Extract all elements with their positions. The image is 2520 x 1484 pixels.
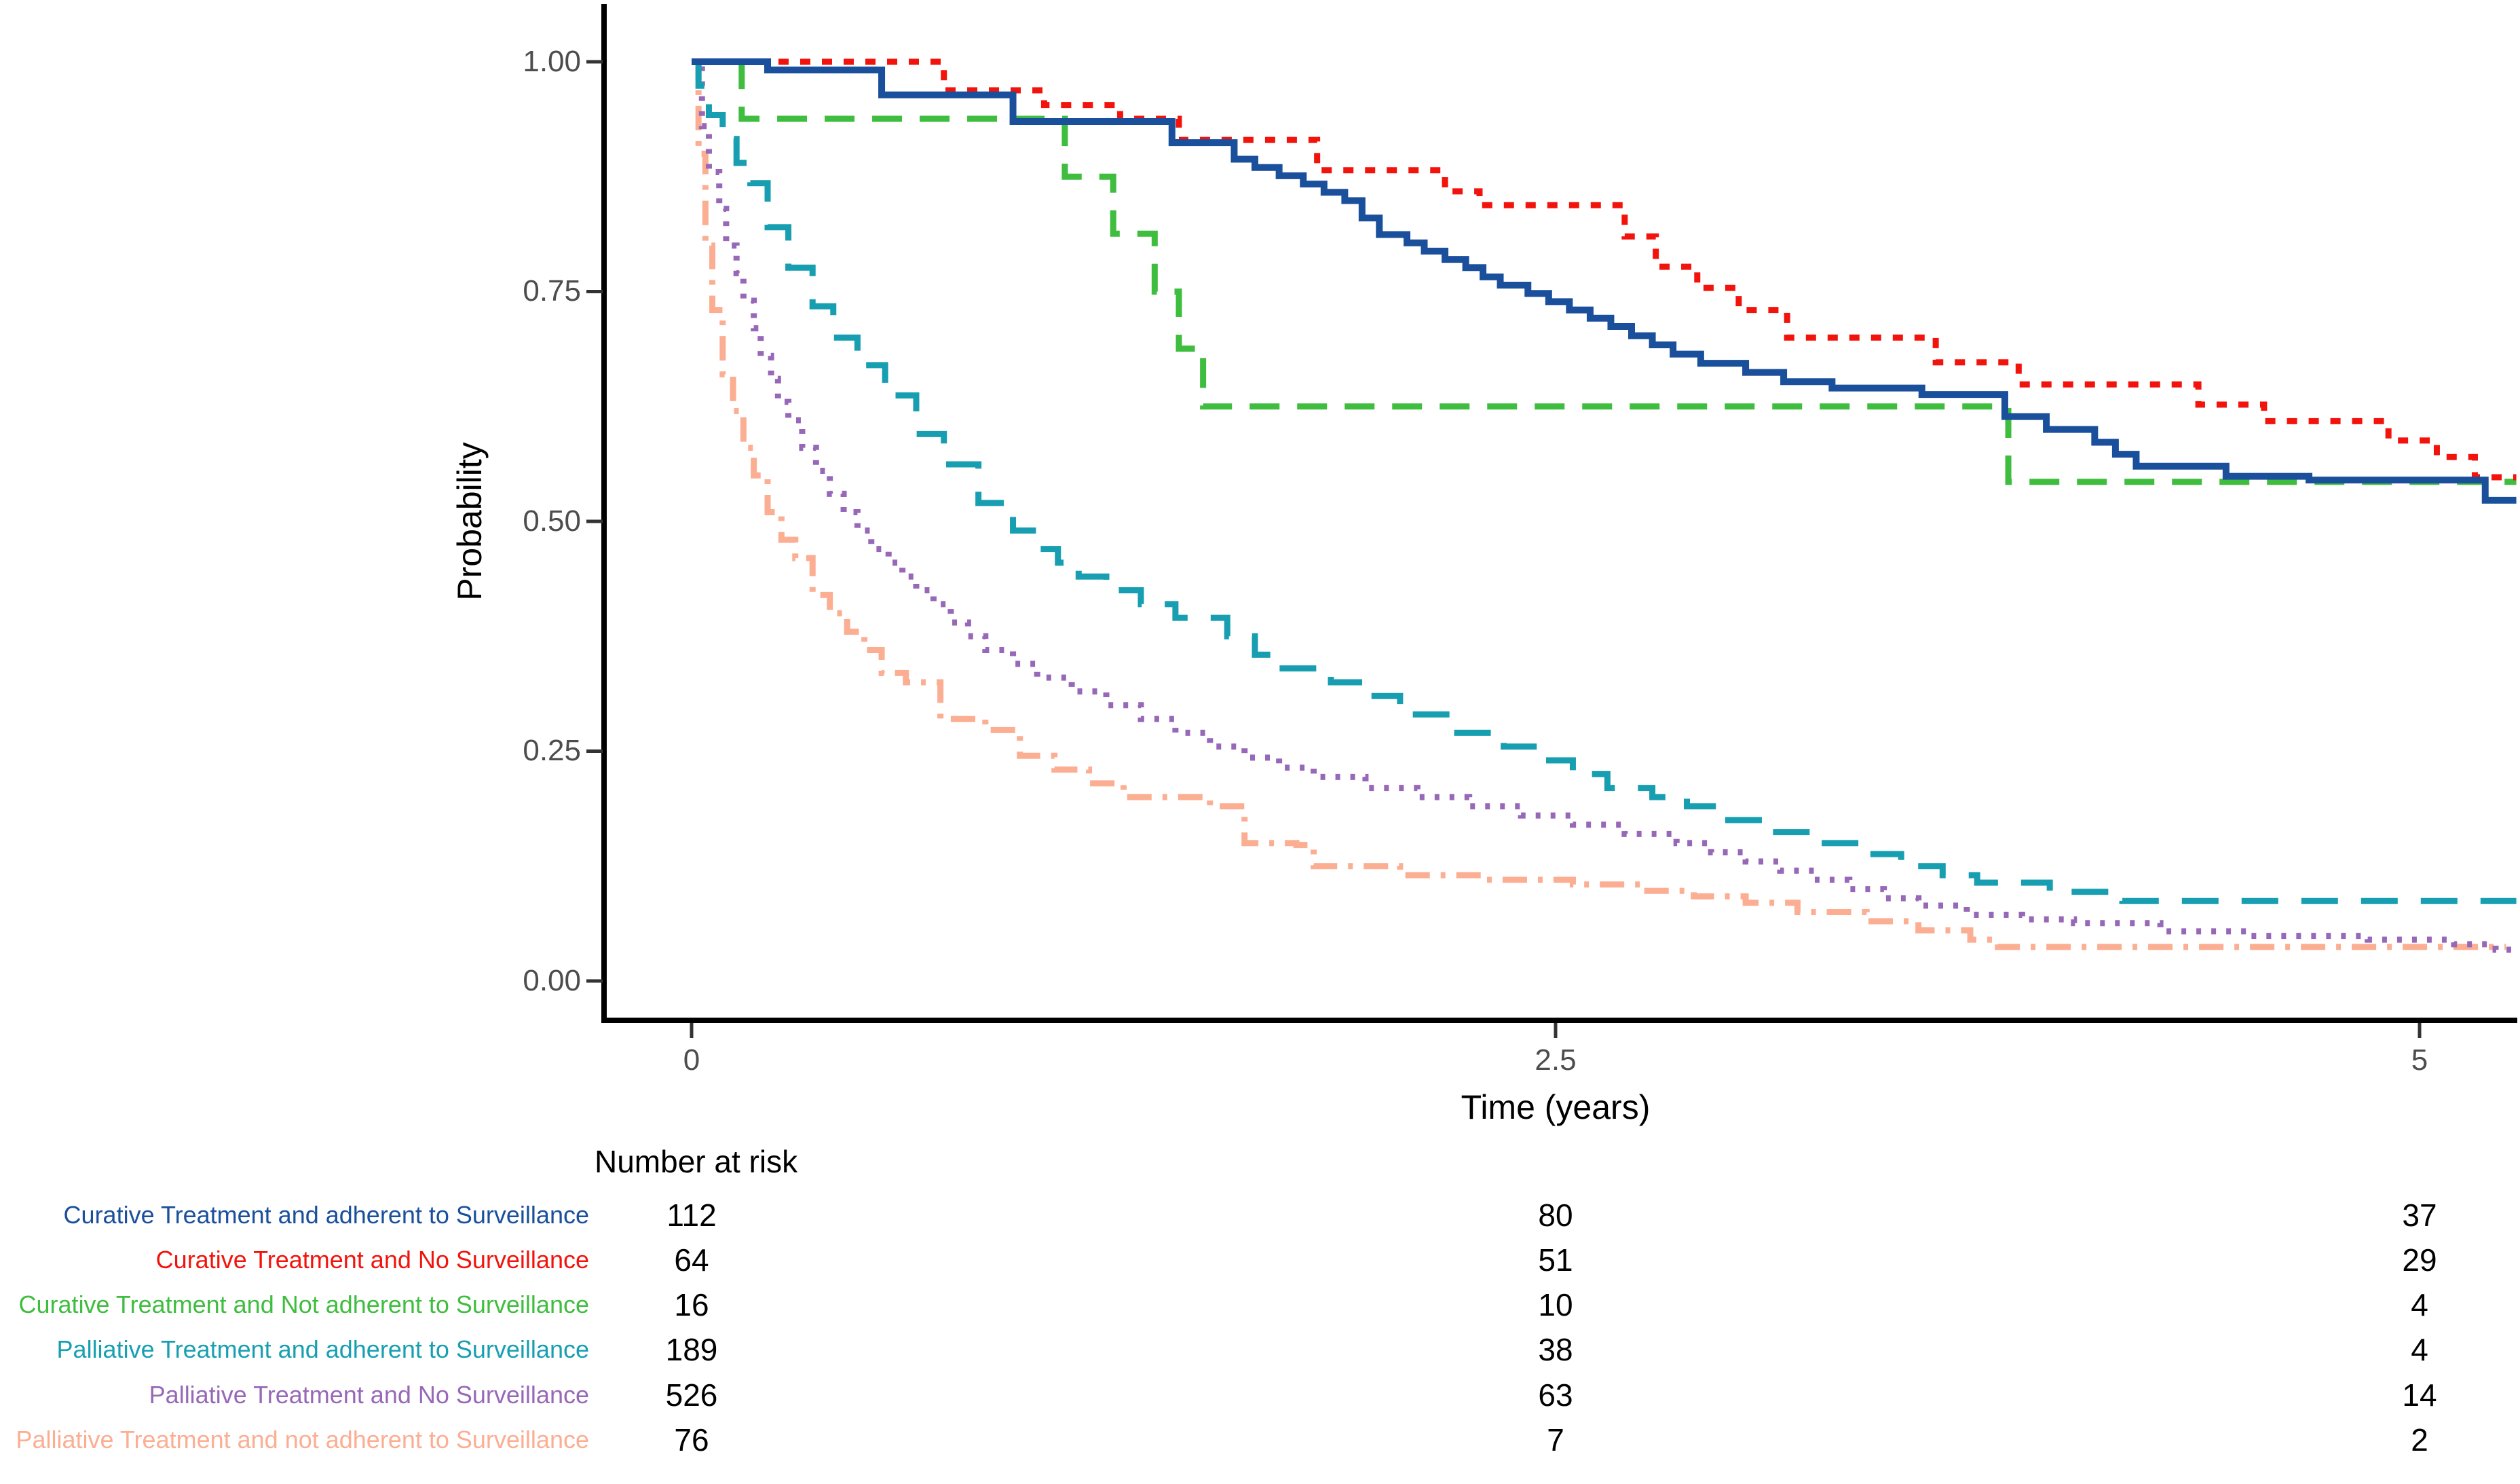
risk-count: 4 — [2411, 1287, 2428, 1322]
risk-count: 7 — [1547, 1422, 1564, 1458]
km-curve-palliative-treatment-and-adherent-to-surveillance — [692, 58, 2517, 904]
km-curve-palliative-treatment-and-not-adherent-to-surveillance — [692, 58, 2506, 950]
risk-table-row: Curative Treatment and adherent to Surve… — [0, 1200, 2520, 1231]
y-tick-label: 1.00 — [523, 45, 581, 78]
x-tick-label: 5 — [2411, 1043, 2428, 1077]
risk-count: 29 — [2402, 1242, 2437, 1278]
km-curves — [692, 58, 2520, 953]
risk-table-row: Palliative Treatment and adherent to Sur… — [0, 1334, 2520, 1365]
risk-count: 37 — [2402, 1198, 2437, 1233]
risk-count: 38 — [1538, 1332, 1573, 1367]
risk-count: 51 — [1538, 1242, 1573, 1278]
risk-count: 2 — [2411, 1422, 2428, 1458]
y-axis-title: Probability — [451, 442, 489, 601]
x-axis-title: Time (years) — [1461, 1088, 1651, 1126]
risk-count: 112 — [666, 1198, 717, 1233]
risk-row-label: Palliative Treatment and not adherent to… — [16, 1426, 589, 1453]
risk-count: 63 — [1538, 1377, 1573, 1413]
risk-count: 14 — [2402, 1377, 2437, 1413]
risk-table-row: Curative Treatment and No Surveillance 6… — [0, 1244, 2520, 1276]
risk-count: 80 — [1538, 1198, 1573, 1233]
km-curve-curative-treatment-and-adherent-to-surveillance — [692, 58, 2517, 504]
risk-count: 4 — [2411, 1332, 2428, 1367]
y-tick-label: 0.75 — [523, 274, 581, 308]
y-tick-label: 0.00 — [523, 964, 581, 997]
y-tick-label: 0.25 — [523, 734, 581, 767]
risk-row-label: Palliative Treatment and No Surveillance — [149, 1381, 589, 1409]
km-curve-curative-treatment-and-not-adherent-to-surveillance — [692, 58, 2517, 485]
risk-count: 76 — [674, 1422, 709, 1458]
x-tick-label: 0 — [683, 1043, 700, 1077]
risk-count: 526 — [665, 1377, 718, 1413]
risk-count: 189 — [665, 1332, 718, 1367]
risk-row-label: Curative Treatment and No Surveillance — [155, 1246, 589, 1274]
risk-row-label: Curative Treatment and Not adherent to S… — [18, 1291, 589, 1318]
risk-table-row: Palliative Treatment and not adherent to… — [0, 1424, 2520, 1455]
km-curve-palliative-treatment-and-no-surveillance — [692, 58, 2520, 953]
km-curve-curative-treatment-and-no-surveillance — [692, 58, 2517, 481]
risk-row-label: Palliative Treatment and adherent to Sur… — [56, 1335, 589, 1363]
x-tick-label: 2.5 — [1535, 1043, 1577, 1077]
risk-count: 16 — [674, 1287, 709, 1322]
risk-table-row: Palliative Treatment and No Surveillance… — [0, 1379, 2520, 1411]
risk-count: 64 — [674, 1242, 709, 1278]
risk-row-label: Curative Treatment and adherent to Surve… — [63, 1201, 589, 1229]
axis-tick-marks — [586, 60, 2422, 1038]
risk-count: 10 — [1538, 1287, 1573, 1322]
risk-table-row: Curative Treatment and Not adherent to S… — [0, 1289, 2520, 1320]
risk-table-title: Number at risk — [595, 1144, 798, 1179]
y-tick-label: 0.50 — [523, 504, 581, 538]
